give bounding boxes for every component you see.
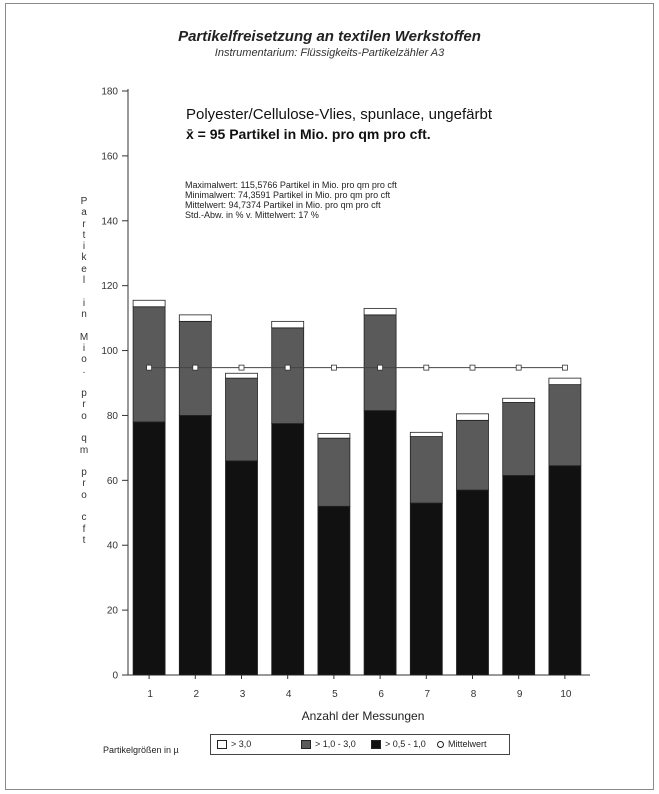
bar-segment-small [132,421,166,676]
y-tick-label: 120 [101,281,118,292]
bar-segment-small [225,460,258,676]
bar-segment-large [317,433,351,439]
bar-segment-small [271,423,305,676]
bar-segment-small [456,489,489,676]
bar-segment-medium [548,384,582,467]
bar-segment-large [502,397,536,403]
bar-segment-large [548,377,582,386]
x-tick-label: 4 [286,689,292,700]
mean-marker [330,364,337,371]
bar-segment-large [132,299,166,308]
x-axis-label: Anzahl der Messungen [302,709,425,723]
legend-item-large: > 3,0 [217,739,251,749]
y-tick-label: 40 [107,541,119,552]
bar-segment-small [178,415,212,676]
y-tick-label: 80 [107,411,119,422]
x-tick-label: 1 [147,689,153,700]
bar-segment-large [363,307,397,316]
mean-marker [562,364,568,371]
mean-marker [469,364,476,371]
legend-label-small: > 0,5 - 1,0 [385,739,426,749]
y-tick-label: 20 [107,606,119,617]
y-tick-label: 140 [101,216,118,227]
bar-segment-medium [317,437,351,507]
mean-marker [515,364,522,371]
bar-segment-medium [132,306,166,423]
bar-segment-medium [502,402,536,476]
legend-swatch-large [217,739,227,749]
page-frame [5,3,654,790]
x-tick-label: 3 [240,689,246,700]
bar-segment-small [502,475,536,676]
bar-segment-medium [225,377,258,462]
stat-stddev: Std.-Abw. in % v. Mittelwert: 17 % [185,210,319,220]
mean-marker [423,364,430,371]
legend-label-mean: Mittelwert [448,739,487,749]
x-tick-label: 10 [560,689,572,700]
legend-swatch-medium [301,739,311,749]
mean-marker [284,364,291,371]
mean-marker [146,364,153,371]
y-tick-label: 100 [101,346,118,357]
legend-swatch-small [371,739,381,749]
mean-marker [377,364,384,371]
y-tick-label: 0 [112,671,118,682]
legend-item-small: > 0,5 - 1,0 [371,739,426,749]
stat-min: Minimalwert: 74,3591 Partikel in Mio. pr… [185,190,391,200]
legend-item-mean: Mittelwert [437,739,487,749]
mean-marker [238,364,245,371]
bar-segment-large [271,320,305,329]
chart-subtitle: Instrumentarium: Flüssigkeits-Partikelzä… [214,47,445,59]
x-tick-label: 6 [378,689,384,700]
bar-segment-medium [271,327,305,424]
bar-segment-medium [409,436,443,504]
y-tick-label: 160 [101,151,118,162]
material-description: Polyester/Cellulose-Vlies, spunlace, ung… [186,106,492,123]
legend-marker-mean [437,740,444,748]
bar-segment-large [456,413,489,421]
legend-label-medium: > 1,0 - 3,0 [315,739,356,749]
chart-title: Partikelfreisetzung an textilen Werkstof… [178,28,481,45]
y-tick-label: 180 [101,87,118,98]
bar-segment-small [363,410,397,676]
legend: > 3,0 > 1,0 - 3,0 > 0,5 - 1,0 Mittelwert [210,734,510,755]
bar-segment-medium [363,314,397,411]
y-tick-label: 60 [107,476,119,487]
x-tick-label: 9 [517,689,523,700]
stat-mean: Mittelwert: 94,7374 Partikel in Mio. pro… [185,200,381,210]
x-tick-label: 7 [425,689,431,700]
bar-segment-large [178,314,212,322]
x-tick-label: 2 [194,689,200,700]
bar-segment-large [409,431,443,437]
legend-item-medium: > 1,0 - 3,0 [301,739,356,749]
x-tick-label: 5 [332,689,338,700]
legend-label-large: > 3,0 [231,739,252,749]
material-mean: x̄ = 95 Partikel in Mio. pro qm pro cft. [186,126,431,142]
bar-segment-small [317,505,351,676]
x-tick-label: 8 [471,689,477,700]
bar-segment-small [409,502,443,676]
mean-marker [192,364,199,371]
bar-segment-large [225,372,258,379]
stat-max: Maximalwert: 115,5766 Partikel in Mio. p… [185,180,397,190]
legend-title: Partikelgrößen in µ [103,745,179,755]
bar-segment-small [548,465,582,676]
bar-segment-medium [456,419,489,491]
